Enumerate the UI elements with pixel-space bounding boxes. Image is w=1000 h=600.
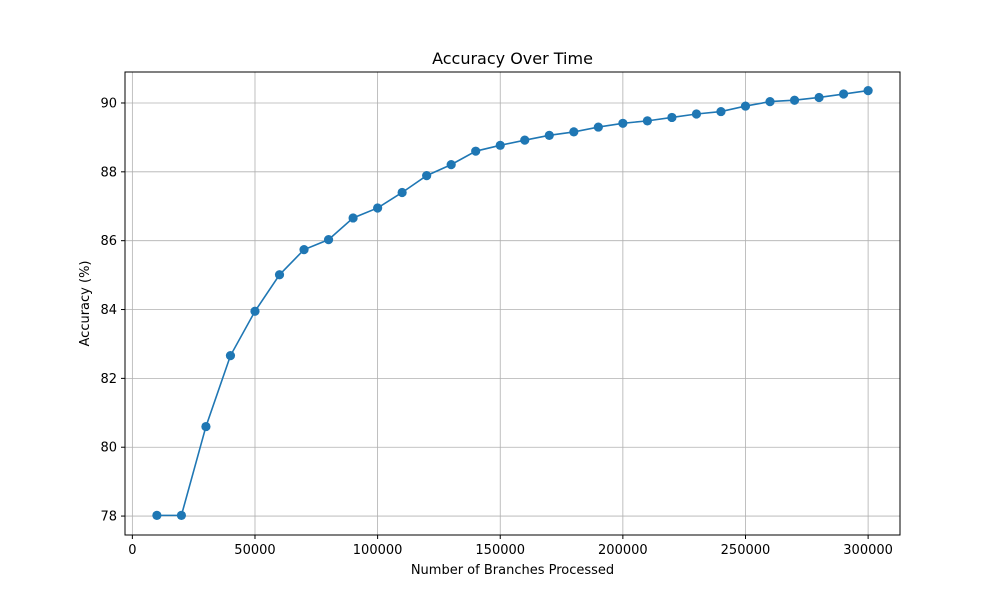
data-point [716, 106, 726, 117]
data-point [422, 171, 432, 181]
y-tick-label: 80 [100, 441, 117, 456]
data-point [618, 118, 628, 128]
data-point [544, 130, 554, 140]
data-point [201, 421, 211, 432]
data-point [274, 270, 285, 280]
data-series [152, 85, 873, 520]
data-point [814, 92, 824, 103]
grid-lines [125, 72, 900, 535]
data-point [152, 510, 162, 520]
data-point [593, 122, 603, 132]
data-point [373, 203, 383, 213]
y-axis-ticks: 78 80 82 84 86 88 90 [100, 96, 125, 525]
data-point [789, 95, 800, 105]
y-tick-label: 88 [100, 165, 117, 180]
data-point [569, 127, 579, 137]
x-tick-label: 0 [128, 543, 136, 558]
y-tick-label: 82 [100, 372, 117, 387]
data-point [176, 510, 187, 520]
data-point [299, 245, 309, 255]
data-point [495, 140, 505, 150]
data-point [323, 235, 334, 245]
data-point [471, 146, 481, 156]
x-tick-label: 200000 [598, 543, 648, 558]
x-tick-label: 50000 [234, 543, 275, 558]
data-point [642, 116, 652, 126]
y-tick-label: 84 [100, 303, 117, 318]
chart-title: Accuracy Over Time [432, 49, 593, 68]
data-point [397, 187, 407, 198]
data-point [863, 85, 873, 96]
y-tick-label: 86 [100, 234, 117, 249]
x-tick-label: 150000 [475, 543, 525, 558]
data-point [765, 97, 775, 107]
data-point [446, 160, 456, 170]
x-tick-label: 100000 [353, 543, 403, 558]
data-point [740, 101, 751, 111]
y-axis-label: Accuracy (%) [78, 261, 93, 347]
data-point [225, 351, 236, 361]
x-axis-label: Number of Branches Processed [411, 563, 614, 578]
x-axis-ticks: 0 50000 100000 150000 200000 250000 300000 [128, 535, 893, 558]
data-point [250, 306, 260, 316]
data-point [691, 109, 702, 119]
data-point [348, 213, 358, 223]
y-tick-label: 90 [100, 96, 117, 111]
x-tick-label: 300000 [843, 543, 893, 558]
data-point [667, 112, 677, 123]
plot-area [124, 71, 901, 536]
data-point [520, 135, 530, 145]
data-point [838, 89, 849, 99]
x-tick-label: 250000 [721, 543, 771, 558]
y-tick-label: 78 [100, 510, 117, 525]
series-line [156, 89, 869, 517]
